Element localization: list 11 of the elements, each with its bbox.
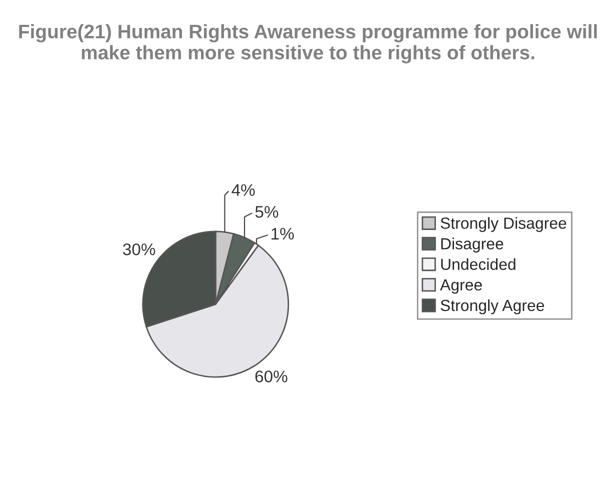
legend-label: Undecided bbox=[441, 258, 516, 270]
legend-label: Strongly Agree bbox=[440, 299, 544, 314]
data-label: 5% bbox=[255, 206, 278, 218]
legend-label: Agree bbox=[440, 279, 482, 294]
data-label: 30% bbox=[122, 243, 156, 256]
data-label: 60% bbox=[255, 370, 288, 382]
chart-title: Figure(21) Human Rights Awareness programme for police will make them more sensitive to the rights of others. bbox=[19, 24, 597, 64]
data-label: 1% bbox=[272, 228, 294, 240]
data-label: 4% bbox=[232, 184, 255, 196]
legend-label: Disagree bbox=[441, 238, 504, 253]
legend-label: Strongly Disagree bbox=[440, 217, 566, 232]
